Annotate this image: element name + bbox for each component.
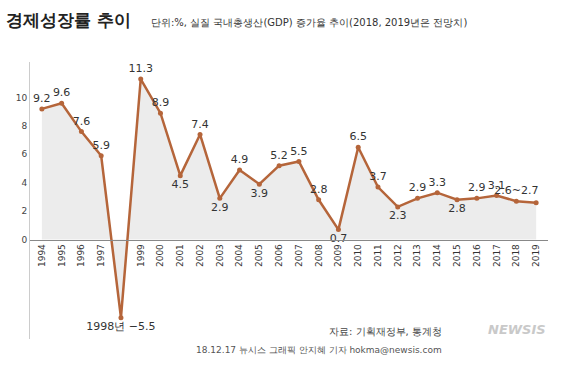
svg-text:1997: 1997 (96, 244, 106, 267)
svg-text:18.12.17 뉴시스 그래픽 안지혜 기자 hokma@: 18.12.17 뉴시스 그래픽 안지혜 기자 hokma@newsis.com (196, 345, 442, 355)
svg-text:1995: 1995 (57, 244, 67, 267)
svg-text:4.5: 4.5 (172, 178, 190, 191)
svg-text:2013: 2013 (412, 244, 422, 267)
svg-text:2005: 2005 (254, 244, 264, 267)
svg-text:2015: 2015 (452, 244, 462, 267)
svg-text:자료: 기획재정부, 통계청: 자료: 기획재정부, 통계청 (329, 326, 442, 337)
svg-text:NEWSIS: NEWSIS (488, 322, 546, 337)
svg-text:경제성장률 추이: 경제성장률 추이 (6, 10, 131, 30)
svg-text:5.9: 5.9 (92, 139, 110, 152)
svg-text:4: 4 (21, 178, 27, 188)
svg-text:1998년 −5.5: 1998년 −5.5 (86, 320, 155, 333)
svg-text:2011: 2011 (373, 244, 383, 267)
svg-text:2010: 2010 (353, 244, 363, 267)
svg-text:2012: 2012 (393, 244, 403, 267)
svg-text:9.2: 9.2 (33, 92, 51, 105)
svg-text:2003: 2003 (215, 244, 225, 267)
svg-text:5.2: 5.2 (270, 149, 288, 162)
svg-text:1999: 1999 (136, 244, 146, 267)
svg-text:2018: 2018 (511, 244, 521, 267)
svg-text:2.9: 2.9 (409, 181, 427, 194)
svg-text:2009: 2009 (333, 244, 343, 267)
svg-text:2001: 2001 (175, 244, 185, 267)
svg-text:2008: 2008 (314, 244, 324, 267)
svg-text:2017: 2017 (492, 244, 502, 267)
svg-text:7.6: 7.6 (73, 115, 91, 128)
svg-text:2.8: 2.8 (310, 183, 328, 196)
svg-text:6: 6 (21, 149, 27, 159)
svg-text:1994: 1994 (37, 244, 47, 267)
svg-text:5.5: 5.5 (290, 145, 308, 158)
svg-text:3.1: 3.1 (488, 179, 506, 192)
svg-text:단위:%, 실질 국내총생산(GDP) 증가율 추이(201: 단위:%, 실질 국내총생산(GDP) 증가율 추이(2018, 2019년은 … (151, 17, 467, 28)
svg-text:3.9: 3.9 (251, 187, 269, 200)
svg-text:3.3: 3.3 (429, 176, 447, 189)
svg-text:2.9: 2.9 (211, 201, 229, 214)
svg-text:7.4: 7.4 (191, 118, 209, 131)
svg-text:2016: 2016 (472, 244, 482, 267)
svg-text:2.3: 2.3 (389, 209, 407, 222)
svg-text:0: 0 (21, 235, 27, 245)
svg-text:11.3: 11.3 (128, 62, 153, 75)
svg-text:2.6~2.7: 2.6~2.7 (494, 184, 538, 197)
svg-text:2.9: 2.9 (468, 181, 486, 194)
svg-text:4.9: 4.9 (231, 153, 249, 166)
svg-text:2: 2 (21, 206, 27, 216)
svg-text:8.9: 8.9 (152, 96, 170, 109)
svg-text:2014: 2014 (432, 244, 442, 267)
svg-text:3.7: 3.7 (369, 170, 387, 183)
svg-text:2.8: 2.8 (448, 202, 466, 215)
svg-text:2019: 2019 (531, 244, 541, 267)
svg-text:0.7: 0.7 (330, 232, 348, 245)
svg-text:2006: 2006 (274, 244, 284, 267)
svg-text:2007: 2007 (294, 244, 304, 267)
svg-text:2004: 2004 (234, 244, 244, 267)
svg-text:1996: 1996 (76, 244, 86, 267)
svg-text:10: 10 (16, 93, 28, 103)
svg-text:9.6: 9.6 (53, 86, 71, 99)
svg-text:2000: 2000 (155, 244, 165, 267)
svg-text:6.5: 6.5 (349, 130, 367, 143)
svg-text:8: 8 (21, 121, 27, 131)
svg-text:2002: 2002 (195, 244, 205, 267)
